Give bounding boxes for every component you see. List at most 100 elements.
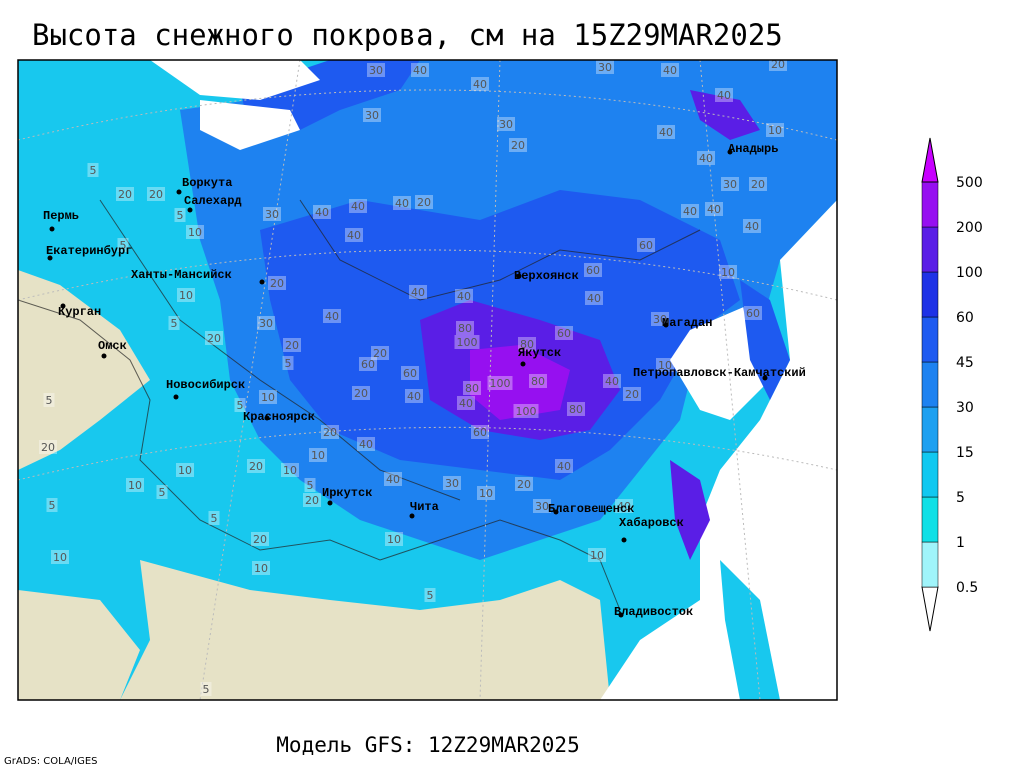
- contour-label-box: [656, 358, 674, 372]
- snow-zone: [690, 90, 760, 140]
- contour-label-box: [263, 207, 281, 221]
- contour-label: 20: [354, 387, 368, 400]
- contour-label: 30: [723, 178, 737, 191]
- contour-label-box: [87, 163, 99, 177]
- japan: [720, 560, 780, 700]
- city-dot: [173, 394, 179, 400]
- contour-label: 20: [118, 188, 132, 201]
- contour-label-box: [596, 60, 614, 74]
- city-dot: [516, 273, 522, 279]
- contour-label: 40: [699, 152, 713, 165]
- city-label: Хабаровск: [619, 515, 684, 530]
- contour-label: 5: [120, 239, 127, 252]
- contour-label-box: [147, 187, 165, 201]
- contour-label-box: [168, 316, 180, 330]
- contour-label-box: [615, 499, 633, 513]
- contour-label-box: [393, 196, 411, 210]
- city-dot: [762, 375, 768, 381]
- contour-label: 5: [177, 209, 184, 222]
- contour-label-box: [304, 478, 316, 492]
- contour-label-box: [603, 374, 621, 388]
- contour-label: 20: [149, 188, 163, 201]
- contour-label-box: [515, 477, 533, 491]
- contour-label: 5: [203, 683, 210, 696]
- contour-label-box: [282, 356, 294, 370]
- contour-label-box: [555, 459, 573, 473]
- colorbar-swatch: [921, 226, 939, 273]
- contour-label: 60: [473, 426, 487, 439]
- city-label: Курган: [58, 305, 101, 319]
- city-dot: [553, 509, 559, 515]
- contour-label-box: [313, 205, 331, 219]
- city-label: Красноярск: [243, 410, 315, 424]
- contour-label-box: [477, 486, 495, 500]
- contour-label: 40: [717, 89, 731, 102]
- contour-label: 40: [459, 397, 473, 410]
- contour-label-box: [126, 478, 144, 492]
- contour-label: 20: [305, 494, 319, 507]
- city-label: Верхоянск: [514, 269, 579, 283]
- city-dot: [264, 415, 270, 421]
- contour-label-box: [584, 263, 602, 277]
- contour-label-box: [471, 77, 489, 91]
- contour-label: 100: [457, 336, 478, 349]
- contour-label: 20: [511, 139, 525, 152]
- contour-label: 30: [535, 500, 549, 513]
- contour-label: 40: [359, 438, 373, 451]
- city-label: Воркута: [182, 176, 232, 190]
- contour-label: 30: [259, 317, 273, 330]
- borders: [18, 199, 701, 611]
- title: Высота снежного покрова, см на 15Z29MAR2…: [32, 18, 783, 52]
- contour-label: 40: [386, 473, 400, 486]
- contour-label-box: [518, 337, 536, 351]
- contour-label-box: [637, 238, 655, 252]
- contour-label: 80: [520, 338, 534, 351]
- city-dot: [47, 255, 53, 261]
- contour-label-box: [744, 306, 762, 320]
- footer: Модель GFS: 12Z29MAR2025: [276, 733, 579, 757]
- city-label: Владивосток: [614, 605, 693, 619]
- contour-label: 80: [458, 322, 472, 335]
- colorbar-swatch: [921, 406, 939, 453]
- city-label: Благовещенск: [548, 502, 634, 516]
- contour-label-box: [623, 387, 641, 401]
- contour-label: 40: [457, 290, 471, 303]
- contour-label-box: [657, 125, 675, 139]
- contour-label-box: [455, 289, 473, 303]
- contour-label: 10: [283, 464, 297, 477]
- city-label: Салехард: [184, 194, 242, 208]
- contour-label: 40: [683, 205, 697, 218]
- contour-label: 10: [261, 391, 275, 404]
- contour-label: 40: [347, 229, 361, 242]
- sakhalin: [670, 460, 710, 560]
- contour-label-box: [409, 285, 427, 299]
- sea: [670, 300, 770, 420]
- contour-label: 60: [403, 367, 417, 380]
- sea: [600, 200, 837, 700]
- contour-label: 100: [490, 377, 511, 390]
- contour-label-box: [513, 404, 539, 418]
- colorbar-swatch: [921, 541, 939, 588]
- city-label: Ханты-Мансийск: [131, 268, 232, 282]
- contour-label: 10: [721, 266, 735, 279]
- contour-label: 20: [41, 441, 55, 454]
- contour-label-box: [651, 312, 669, 326]
- city-label: Пермь: [43, 209, 79, 223]
- contour-label: 30: [369, 64, 383, 77]
- contour-label: 10: [179, 289, 193, 302]
- contour-label: 40: [617, 500, 631, 513]
- colorbar-label: 0.5: [956, 580, 978, 596]
- contour-label-box: [43, 393, 55, 407]
- contour-label: 60: [361, 358, 375, 371]
- contour-label: 5: [49, 499, 56, 512]
- contour-label: 10: [311, 449, 325, 462]
- city-dot: [727, 149, 733, 155]
- contour-label: 5: [90, 164, 97, 177]
- colorbar-label: 45: [956, 355, 974, 371]
- contour-label-box: [345, 228, 363, 242]
- contour-label-box: [497, 117, 515, 131]
- city-dot: [101, 353, 107, 359]
- contour-label: 40: [587, 292, 601, 305]
